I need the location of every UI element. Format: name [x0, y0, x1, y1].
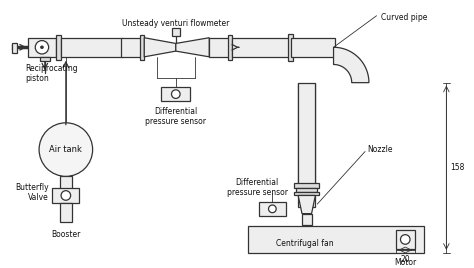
- Polygon shape: [144, 38, 176, 57]
- Circle shape: [401, 235, 410, 244]
- Circle shape: [172, 90, 180, 98]
- Circle shape: [269, 205, 276, 213]
- Text: Booster: Booster: [51, 230, 81, 239]
- Polygon shape: [334, 47, 369, 83]
- Polygon shape: [298, 195, 315, 214]
- Bar: [53, 188, 79, 203]
- Bar: [228, 35, 232, 60]
- Text: Motor: Motor: [394, 258, 416, 267]
- Bar: [232, 38, 292, 57]
- Text: Reciprocating
piston: Reciprocating piston: [26, 64, 78, 83]
- Circle shape: [39, 123, 92, 176]
- Bar: [60, 203, 72, 222]
- Text: Butterfly
Valve: Butterfly Valve: [15, 183, 49, 202]
- Bar: [209, 38, 230, 57]
- Bar: [302, 214, 311, 225]
- Text: 20: 20: [401, 255, 410, 264]
- Bar: [288, 34, 293, 61]
- Text: Unsteady venturi flowmeter: Unsteady venturi flowmeter: [122, 19, 229, 28]
- Bar: [162, 87, 190, 101]
- Bar: [298, 83, 315, 207]
- Bar: [27, 38, 56, 57]
- Bar: [140, 35, 144, 60]
- Bar: [172, 28, 180, 36]
- Bar: [259, 202, 286, 215]
- Circle shape: [35, 40, 49, 54]
- Polygon shape: [176, 38, 209, 57]
- Bar: [60, 176, 72, 195]
- Bar: [12, 43, 17, 53]
- Bar: [61, 38, 123, 57]
- Bar: [56, 35, 61, 60]
- Text: Differential
pressure sensor: Differential pressure sensor: [146, 107, 206, 126]
- Text: Curved pipe: Curved pipe: [382, 13, 428, 22]
- Bar: [121, 38, 142, 57]
- Text: 158: 158: [450, 163, 465, 172]
- Circle shape: [61, 191, 71, 200]
- Bar: [396, 230, 415, 249]
- Bar: [296, 188, 317, 192]
- Text: Centrifugal fan: Centrifugal fan: [276, 239, 334, 248]
- Bar: [294, 183, 319, 188]
- Circle shape: [40, 46, 44, 49]
- Bar: [292, 38, 336, 57]
- Bar: [247, 226, 424, 253]
- Bar: [294, 192, 319, 195]
- Bar: [40, 57, 50, 61]
- Text: Differential
pressure sensor: Differential pressure sensor: [227, 178, 288, 197]
- Text: Nozzle: Nozzle: [367, 145, 392, 154]
- Text: Air tank: Air tank: [49, 145, 82, 154]
